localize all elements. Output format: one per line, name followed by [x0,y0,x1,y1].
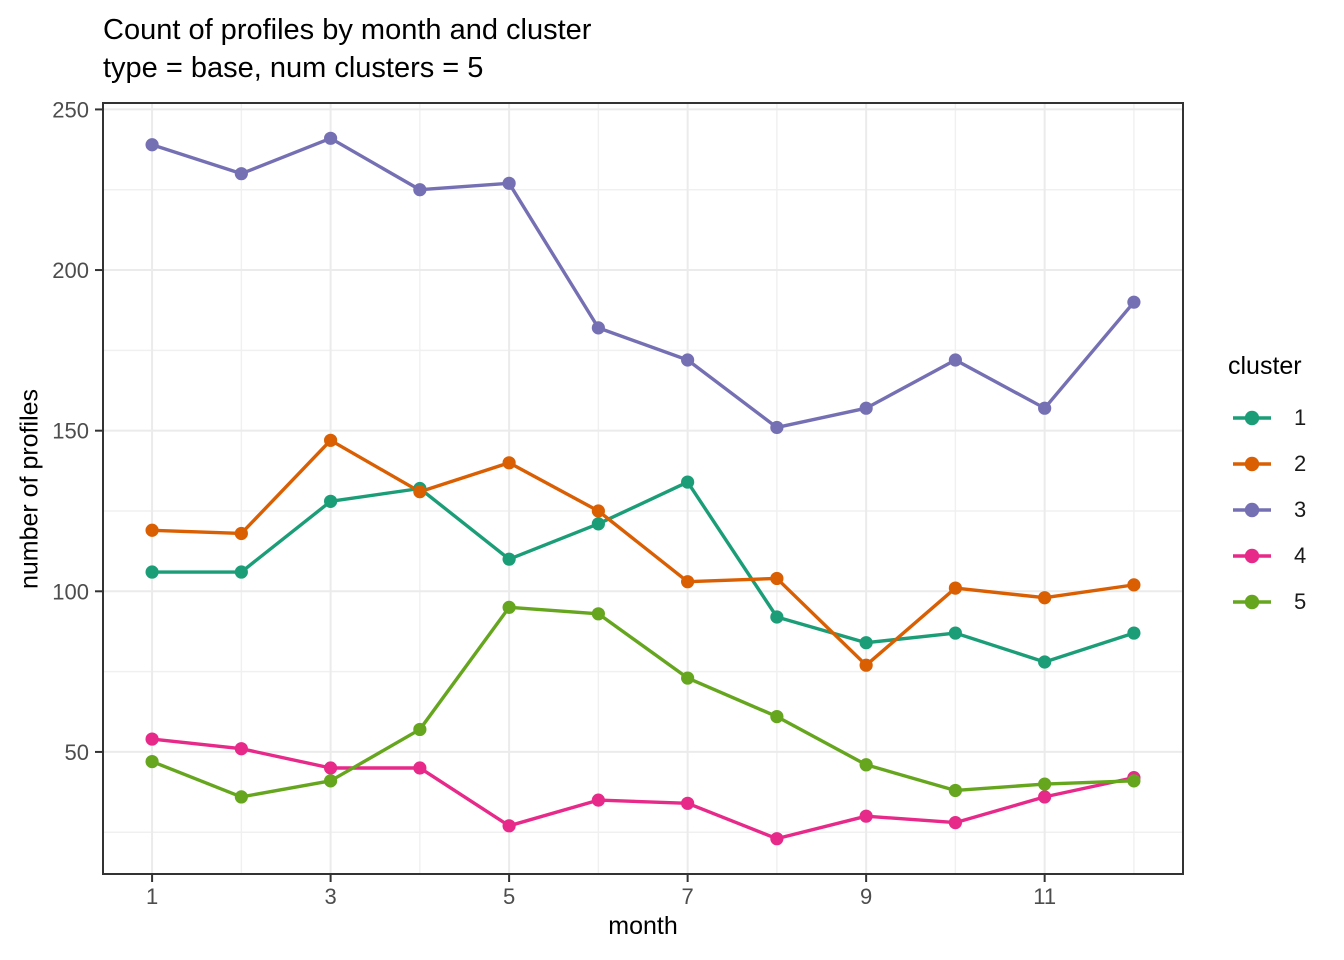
data-point-cluster-4-month-4 [413,761,427,775]
data-point-cluster-2-month-4 [413,485,427,499]
legend-key-icon [1233,410,1271,426]
data-point-cluster-2-month-10 [948,581,962,595]
data-point-cluster-2-month-9 [859,658,873,672]
data-point-cluster-4-month-3 [324,761,338,775]
y-tick-label-200: 200 [52,258,89,283]
x-tick-label-1: 1 [146,884,158,909]
data-point-cluster-1-month-7 [681,475,695,489]
legend: cluster 1 2 3 4 5 [1222,352,1342,625]
legend-title: cluster [1228,352,1302,380]
data-point-cluster-1-month-2 [234,565,248,579]
data-point-cluster-4-month-11 [1038,790,1052,804]
data-point-cluster-5-month-7 [681,671,695,685]
series-line-cluster-5 [151,605,1134,799]
data-point-cluster-4-month-10 [948,816,962,830]
data-point-cluster-4-month-6 [591,793,605,807]
data-point-cluster-2-month-12 [1127,578,1141,592]
data-point-cluster-1-month-10 [948,626,962,640]
x-tick-label-3: 3 [324,884,336,909]
data-point-cluster-5-month-3 [324,774,338,788]
legend-label-cluster-4: 4 [1294,543,1307,568]
data-point-cluster-3-month-10 [948,353,962,367]
data-point-cluster-5-month-2 [234,790,248,804]
data-point-cluster-1-month-1 [145,565,159,579]
data-point-cluster-5-month-4 [413,722,427,737]
panel-border [102,102,1184,875]
data-point-cluster-1-month-6 [591,517,605,531]
data-point-cluster-3-month-8 [770,420,784,435]
data-point-cluster-5-month-6 [591,607,605,621]
y-axis-title: number of profiles [15,388,44,590]
data-point-cluster-2-month-5 [502,456,516,470]
y-tick-label-250: 250 [52,97,89,122]
data-point-cluster-5-month-8 [770,709,784,724]
data-point-cluster-3-month-1 [145,138,159,152]
data-point-cluster-3-month-11 [1038,401,1052,415]
y-tick-label-100: 100 [52,579,89,604]
legend-entry-cluster-5: 5 [1222,579,1342,625]
data-point-cluster-2-month-11 [1038,591,1052,605]
data-point-cluster-1-month-8 [770,610,784,624]
x-tick-label-5: 5 [503,884,515,909]
data-point-cluster-3-month-7 [681,353,695,367]
legend-entry-cluster-1: 1 [1222,395,1342,441]
data-point-cluster-4-month-1 [145,732,159,746]
series-line-cluster-4 [151,737,1135,841]
x-axis-title: month [608,912,678,940]
data-point-cluster-3-month-12 [1127,295,1141,309]
data-point-cluster-2-month-1 [145,523,159,537]
legend-label-cluster-3: 3 [1294,497,1307,522]
data-point-cluster-1-month-12 [1127,626,1141,640]
series-line-cluster-3 [151,136,1136,430]
legend-key-icon [1233,594,1271,610]
data-point-cluster-2-month-7 [681,575,695,589]
legend-entry-cluster-4: 4 [1222,533,1342,579]
data-point-cluster-5-month-9 [859,758,873,772]
data-point-cluster-5-month-1 [145,754,159,769]
legend-label-cluster-2: 2 [1294,451,1307,476]
series-line-cluster-1 [152,480,1135,664]
legend-key-icon [1233,502,1271,518]
data-point-cluster-4-month-7 [681,796,695,810]
data-point-cluster-2-month-3 [324,433,338,447]
data-point-cluster-3-month-9 [859,401,873,415]
data-point-cluster-1-month-11 [1038,655,1052,669]
x-tick-label-11: 11 [1033,884,1056,909]
data-point-cluster-4-month-9 [859,809,873,823]
data-point-cluster-1-month-5 [502,552,516,566]
data-point-cluster-3-month-4 [413,183,427,197]
data-point-cluster-3-month-2 [234,167,248,181]
data-point-cluster-2-month-8 [770,571,784,586]
y-tick-label-150: 150 [52,419,89,444]
data-point-cluster-5-month-11 [1038,777,1052,791]
data-point-cluster-2-month-2 [234,526,248,541]
y-tick-label-50: 50 [65,740,89,765]
chart-subtitle: type = base, num clusters = 5 [103,52,484,84]
legend-label-cluster-1: 1 [1294,405,1307,430]
legend-label-cluster-5: 5 [1294,589,1307,614]
legend-key-icon [1233,456,1271,472]
data-point-cluster-5-month-12 [1127,774,1141,788]
legend-entry-cluster-2: 2 [1222,441,1342,487]
chart-title: Count of profiles by month and cluster [103,14,592,46]
data-point-cluster-5-month-10 [948,783,962,798]
data-point-cluster-3-month-6 [591,321,605,335]
data-point-cluster-1-month-9 [859,636,873,650]
legend-key-icon [1233,548,1271,564]
x-tick-label-7: 7 [682,884,694,909]
data-point-cluster-3-month-5 [502,176,516,190]
data-point-cluster-2-month-6 [591,504,605,518]
data-point-cluster-4-month-5 [502,819,516,833]
x-tick-label-9: 9 [860,884,872,909]
data-point-cluster-4-month-2 [234,742,248,756]
legend-entries: 1 2 3 4 5 [1222,395,1342,625]
data-point-cluster-4-month-8 [770,832,784,846]
series-line-cluster-2 [152,438,1135,667]
data-point-cluster-5-month-5 [502,600,516,614]
legend-entry-cluster-3: 3 [1222,487,1342,533]
data-point-cluster-1-month-3 [324,494,338,508]
data-point-cluster-3-month-3 [324,131,338,145]
